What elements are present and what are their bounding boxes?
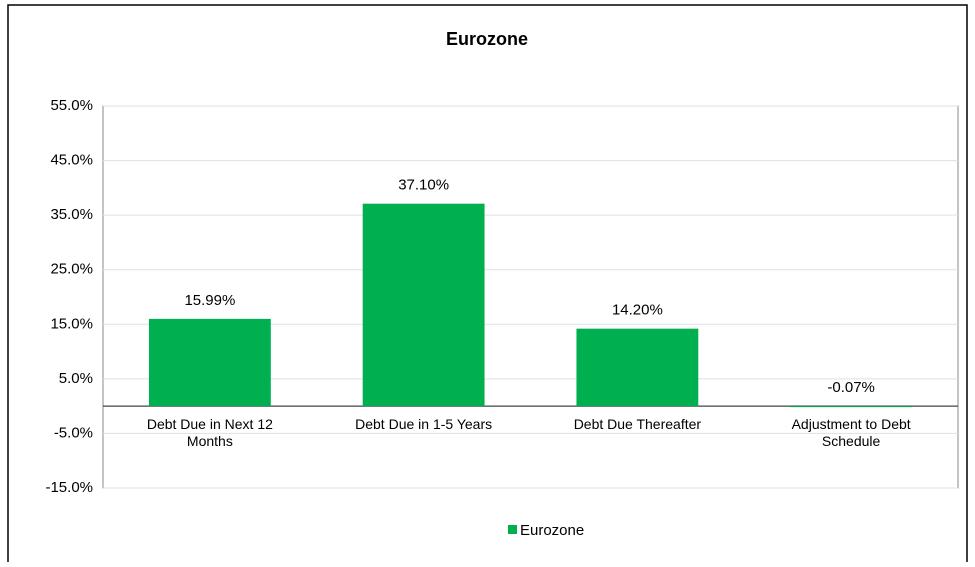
chart-title: Eurozone	[446, 29, 528, 49]
data-label: -0.07%	[827, 379, 875, 396]
y-tick-label: 25.0%	[50, 261, 93, 278]
x-tick-label-box: Adjustment to Debt Schedule	[791, 416, 911, 450]
y-tick-label: 15.0%	[50, 315, 93, 332]
x-tick-label-box: Debt Due Thereafter	[573, 416, 702, 433]
x-tick-label-box: Debt Due in 1-5 Years	[355, 416, 493, 433]
x-tick-label: Debt Due in Next 12 Months	[146, 416, 273, 450]
bar	[576, 328, 699, 407]
x-tick-label: Adjustment to Debt Schedule	[791, 416, 911, 450]
y-tick-label: 45.0%	[50, 152, 93, 169]
chart-frame	[7, 4, 968, 566]
x-tick-label: Debt Due in 1-5 Years	[355, 416, 493, 433]
y-tick-label: 55.0%	[50, 97, 93, 114]
legend-swatch	[508, 525, 517, 534]
y-tick-label: 5.0%	[59, 370, 93, 387]
data-label: 15.99%	[184, 292, 235, 309]
data-label: 14.20%	[612, 302, 663, 319]
y-tick-label: -5.0%	[54, 424, 93, 441]
data-label: 37.10%	[398, 177, 449, 194]
y-tick-label: 35.0%	[50, 206, 93, 223]
bar	[362, 203, 485, 407]
bar	[790, 406, 913, 408]
y-tick-label: -15.0%	[45, 479, 93, 496]
bar	[148, 318, 271, 407]
x-tick-label-box: Debt Due in Next 12 Months	[146, 416, 273, 450]
legend-label: Eurozone	[520, 522, 584, 539]
x-tick-label: Debt Due Thereafter	[573, 416, 702, 433]
